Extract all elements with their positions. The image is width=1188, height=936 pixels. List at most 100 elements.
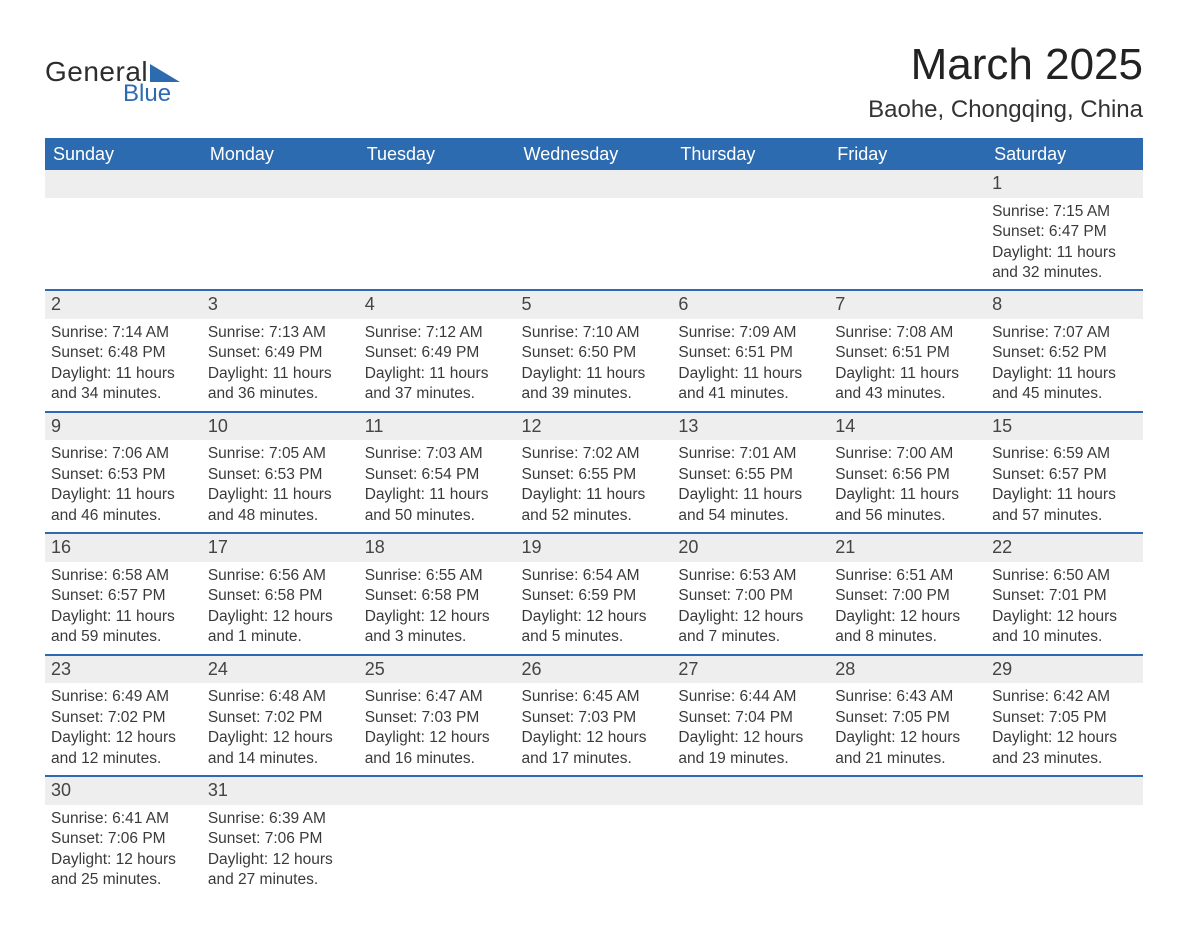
calendar-cell: 11Sunrise: 7:03 AMSunset: 6:54 PMDayligh…	[359, 412, 516, 533]
daylight-text: Daylight: 12 hours and 8 minutes.	[835, 607, 980, 648]
day-details: Sunrise: 6:55 AMSunset: 6:58 PMDaylight:…	[359, 562, 516, 654]
day-details: Sunrise: 7:00 AMSunset: 6:56 PMDaylight:…	[829, 440, 986, 532]
day-number: 17	[202, 534, 359, 562]
day-details	[672, 198, 829, 208]
day-details: Sunrise: 7:14 AMSunset: 6:48 PMDaylight:…	[45, 319, 202, 411]
calendar-cell: 27Sunrise: 6:44 AMSunset: 7:04 PMDayligh…	[672, 655, 829, 776]
day-details	[986, 805, 1143, 815]
sunset-text: Sunset: 6:49 PM	[365, 343, 510, 363]
day-details: Sunrise: 7:01 AMSunset: 6:55 PMDaylight:…	[672, 440, 829, 532]
calendar-table: SundayMondayTuesdayWednesdayThursdayFrid…	[45, 138, 1143, 896]
daylight-text: Daylight: 11 hours and 48 minutes.	[208, 485, 353, 526]
sunset-text: Sunset: 7:06 PM	[51, 829, 196, 849]
sunrise-text: Sunrise: 6:56 AM	[208, 566, 353, 586]
day-details: Sunrise: 6:59 AMSunset: 6:57 PMDaylight:…	[986, 440, 1143, 532]
day-details: Sunrise: 7:07 AMSunset: 6:52 PMDaylight:…	[986, 319, 1143, 411]
calendar-cell	[672, 170, 829, 290]
weekday-header: Saturday	[986, 138, 1143, 170]
day-number: 2	[45, 291, 202, 319]
day-details: Sunrise: 7:12 AMSunset: 6:49 PMDaylight:…	[359, 319, 516, 411]
day-details	[516, 805, 673, 815]
calendar-cell: 29Sunrise: 6:42 AMSunset: 7:05 PMDayligh…	[986, 655, 1143, 776]
sunrise-text: Sunrise: 6:44 AM	[678, 687, 823, 707]
calendar-cell: 12Sunrise: 7:02 AMSunset: 6:55 PMDayligh…	[516, 412, 673, 533]
daylight-text: Daylight: 12 hours and 7 minutes.	[678, 607, 823, 648]
calendar-cell	[986, 776, 1143, 896]
day-details: Sunrise: 6:47 AMSunset: 7:03 PMDaylight:…	[359, 683, 516, 775]
day-number: 3	[202, 291, 359, 319]
calendar-cell	[45, 170, 202, 290]
weekday-header: Sunday	[45, 138, 202, 170]
sunrise-text: Sunrise: 6:54 AM	[522, 566, 667, 586]
day-number	[516, 170, 673, 198]
location-subtitle: Baohe, Chongqing, China	[868, 96, 1143, 124]
sunset-text: Sunset: 6:56 PM	[835, 465, 980, 485]
daylight-text: Daylight: 11 hours and 43 minutes.	[835, 364, 980, 405]
day-number: 8	[986, 291, 1143, 319]
daylight-text: Daylight: 11 hours and 39 minutes.	[522, 364, 667, 405]
day-details	[202, 198, 359, 208]
calendar-cell: 7Sunrise: 7:08 AMSunset: 6:51 PMDaylight…	[829, 290, 986, 411]
daylight-text: Daylight: 12 hours and 17 minutes.	[522, 728, 667, 769]
weekday-header: Thursday	[672, 138, 829, 170]
day-number: 31	[202, 777, 359, 805]
calendar-cell: 9Sunrise: 7:06 AMSunset: 6:53 PMDaylight…	[45, 412, 202, 533]
day-details: Sunrise: 7:05 AMSunset: 6:53 PMDaylight:…	[202, 440, 359, 532]
day-number: 18	[359, 534, 516, 562]
daylight-text: Daylight: 12 hours and 14 minutes.	[208, 728, 353, 769]
sunset-text: Sunset: 7:05 PM	[835, 708, 980, 728]
sunrise-text: Sunrise: 6:49 AM	[51, 687, 196, 707]
day-details: Sunrise: 6:54 AMSunset: 6:59 PMDaylight:…	[516, 562, 673, 654]
day-number: 20	[672, 534, 829, 562]
daylight-text: Daylight: 12 hours and 3 minutes.	[365, 607, 510, 648]
calendar-cell: 4Sunrise: 7:12 AMSunset: 6:49 PMDaylight…	[359, 290, 516, 411]
sunrise-text: Sunrise: 6:39 AM	[208, 809, 353, 829]
sunrise-text: Sunrise: 7:10 AM	[522, 323, 667, 343]
calendar-week-row: 23Sunrise: 6:49 AMSunset: 7:02 PMDayligh…	[45, 655, 1143, 776]
calendar-cell: 2Sunrise: 7:14 AMSunset: 6:48 PMDaylight…	[45, 290, 202, 411]
sunset-text: Sunset: 6:55 PM	[522, 465, 667, 485]
calendar-cell: 17Sunrise: 6:56 AMSunset: 6:58 PMDayligh…	[202, 533, 359, 654]
day-number: 21	[829, 534, 986, 562]
sunset-text: Sunset: 7:00 PM	[678, 586, 823, 606]
sunrise-text: Sunrise: 6:50 AM	[992, 566, 1137, 586]
day-number: 1	[986, 170, 1143, 198]
day-number: 22	[986, 534, 1143, 562]
day-number: 28	[829, 656, 986, 684]
calendar-cell: 18Sunrise: 6:55 AMSunset: 6:58 PMDayligh…	[359, 533, 516, 654]
day-details: Sunrise: 6:49 AMSunset: 7:02 PMDaylight:…	[45, 683, 202, 775]
day-number	[516, 777, 673, 805]
sunset-text: Sunset: 6:57 PM	[51, 586, 196, 606]
sunset-text: Sunset: 7:03 PM	[522, 708, 667, 728]
calendar-week-row: 1Sunrise: 7:15 AMSunset: 6:47 PMDaylight…	[45, 170, 1143, 290]
sunrise-text: Sunrise: 7:09 AM	[678, 323, 823, 343]
daylight-text: Daylight: 11 hours and 57 minutes.	[992, 485, 1137, 526]
day-number: 19	[516, 534, 673, 562]
calendar-week-row: 30Sunrise: 6:41 AMSunset: 7:06 PMDayligh…	[45, 776, 1143, 896]
sunset-text: Sunset: 7:01 PM	[992, 586, 1137, 606]
calendar-week-row: 9Sunrise: 7:06 AMSunset: 6:53 PMDaylight…	[45, 412, 1143, 533]
sunset-text: Sunset: 6:59 PM	[522, 586, 667, 606]
daylight-text: Daylight: 11 hours and 54 minutes.	[678, 485, 823, 526]
day-details: Sunrise: 7:03 AMSunset: 6:54 PMDaylight:…	[359, 440, 516, 532]
sunrise-text: Sunrise: 7:15 AM	[992, 202, 1137, 222]
daylight-text: Daylight: 11 hours and 41 minutes.	[678, 364, 823, 405]
sunrise-text: Sunrise: 6:43 AM	[835, 687, 980, 707]
sunrise-text: Sunrise: 7:06 AM	[51, 444, 196, 464]
day-number	[829, 170, 986, 198]
day-number	[45, 170, 202, 198]
weekday-header: Friday	[829, 138, 986, 170]
day-details	[829, 805, 986, 815]
sunset-text: Sunset: 6:53 PM	[51, 465, 196, 485]
day-number: 23	[45, 656, 202, 684]
daylight-text: Daylight: 11 hours and 56 minutes.	[835, 485, 980, 526]
brand-text-blue: Blue	[123, 82, 180, 106]
calendar-cell: 25Sunrise: 6:47 AMSunset: 7:03 PMDayligh…	[359, 655, 516, 776]
daylight-text: Daylight: 11 hours and 32 minutes.	[992, 243, 1137, 284]
calendar-cell: 15Sunrise: 6:59 AMSunset: 6:57 PMDayligh…	[986, 412, 1143, 533]
calendar-cell	[672, 776, 829, 896]
daylight-text: Daylight: 11 hours and 52 minutes.	[522, 485, 667, 526]
calendar-cell: 24Sunrise: 6:48 AMSunset: 7:02 PMDayligh…	[202, 655, 359, 776]
daylight-text: Daylight: 12 hours and 21 minutes.	[835, 728, 980, 769]
calendar-cell: 6Sunrise: 7:09 AMSunset: 6:51 PMDaylight…	[672, 290, 829, 411]
